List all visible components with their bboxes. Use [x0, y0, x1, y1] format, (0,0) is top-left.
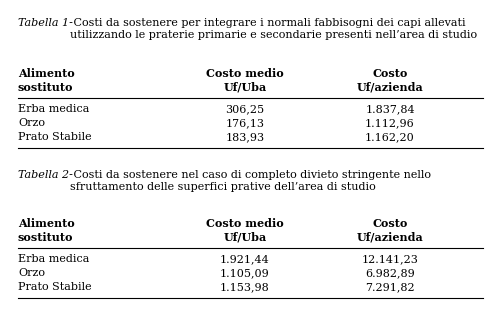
Text: 176,13: 176,13: [226, 118, 264, 128]
Text: Costo medio: Costo medio: [206, 68, 284, 79]
Text: 6.982,89: 6.982,89: [365, 268, 415, 278]
Text: Costi da sostenere per integrare i normali fabbisogni dei capi allevati
utilizza: Costi da sostenere per integrare i norma…: [70, 18, 477, 40]
Text: Tabella 1-: Tabella 1-: [18, 18, 73, 28]
Text: Costo: Costo: [372, 68, 408, 79]
Text: Costi da sostenere nel caso di completo divieto stringente nello
sfruttamento de: Costi da sostenere nel caso di completo …: [70, 170, 431, 192]
Text: Erba medica: Erba medica: [18, 254, 90, 264]
Text: sostituto: sostituto: [18, 82, 74, 93]
Text: 1.112,96: 1.112,96: [365, 118, 415, 128]
Text: Orzo: Orzo: [18, 268, 45, 278]
Text: 1.153,98: 1.153,98: [220, 282, 270, 292]
Text: Alimento: Alimento: [18, 218, 75, 229]
Text: Orzo: Orzo: [18, 118, 45, 128]
Text: 306,25: 306,25: [226, 104, 264, 114]
Text: Uf/azienda: Uf/azienda: [356, 232, 424, 243]
Text: Erba medica: Erba medica: [18, 104, 90, 114]
Text: 183,93: 183,93: [226, 132, 264, 142]
Text: 7.291,82: 7.291,82: [365, 282, 415, 292]
Text: Uf/Uba: Uf/Uba: [224, 82, 266, 93]
Text: sostituto: sostituto: [18, 232, 74, 243]
Text: Costo: Costo: [372, 218, 408, 229]
Text: 1.162,20: 1.162,20: [365, 132, 415, 142]
Text: Uf/Uba: Uf/Uba: [224, 232, 266, 243]
Text: 1.921,44: 1.921,44: [220, 254, 270, 264]
Text: Alimento: Alimento: [18, 68, 75, 79]
Text: Tabella 2-: Tabella 2-: [18, 170, 73, 180]
Text: Uf/azienda: Uf/azienda: [356, 82, 424, 93]
Text: 1.105,09: 1.105,09: [220, 268, 270, 278]
Text: Prato Stabile: Prato Stabile: [18, 132, 92, 142]
Text: Prato Stabile: Prato Stabile: [18, 282, 92, 292]
Text: Costo medio: Costo medio: [206, 218, 284, 229]
Text: 12.141,23: 12.141,23: [362, 254, 418, 264]
Text: 1.837,84: 1.837,84: [365, 104, 415, 114]
